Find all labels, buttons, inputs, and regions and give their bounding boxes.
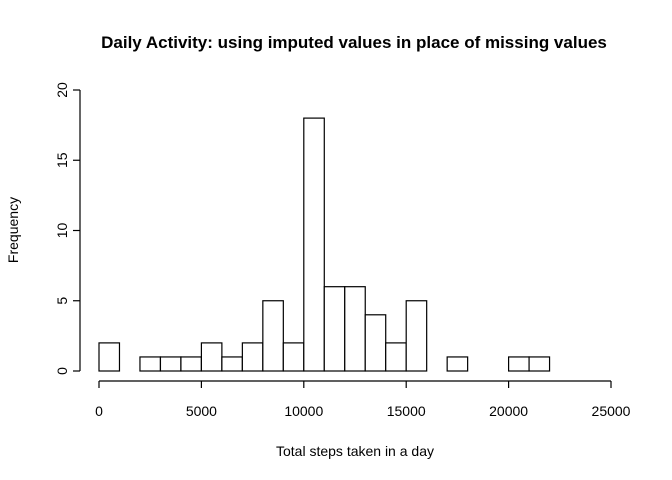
chart-title: Daily Activity: using imputed values in … <box>101 33 607 52</box>
histogram-bar <box>446 356 469 372</box>
histogram-bar <box>508 356 530 372</box>
histogram-bar <box>98 342 121 372</box>
y-axis-label: Frequency <box>5 197 21 263</box>
x-tick-label: 20000 <box>489 403 528 419</box>
x-tick-label: 5000 <box>186 403 217 419</box>
histogram-bar <box>159 356 182 372</box>
x-axis-label: Total steps taken in a day <box>276 443 434 459</box>
x-tick-label: 0 <box>95 403 103 419</box>
x-axis: 0 5000 10000 15000 20000 25000 <box>95 380 631 419</box>
histogram-bar <box>323 286 346 372</box>
histogram-bar <box>241 342 264 372</box>
histogram-bar <box>528 356 551 372</box>
y-tick-label: 0 <box>54 367 70 375</box>
histogram-bar <box>385 342 407 372</box>
histogram-bar <box>364 314 387 372</box>
x-tick-label: 10000 <box>284 403 323 419</box>
x-tick-label: 15000 <box>387 403 426 419</box>
histogram-bar <box>221 356 243 372</box>
y-tick-label: 10 <box>54 223 70 239</box>
histogram-bars <box>98 117 551 372</box>
y-tick-label: 20 <box>54 82 70 98</box>
histogram-bar <box>405 300 428 372</box>
histogram-bar <box>180 356 202 372</box>
x-tick-label: 25000 <box>592 403 631 419</box>
histogram-bar <box>303 117 325 372</box>
histogram-bar <box>139 356 162 372</box>
y-axis: 0 5 10 15 20 <box>54 82 81 375</box>
y-tick-label: 5 <box>54 297 70 305</box>
histogram-bar <box>344 286 366 372</box>
y-tick-label: 15 <box>54 152 70 168</box>
histogram-bar <box>262 300 284 372</box>
histogram-bar <box>200 342 223 372</box>
histogram-bar <box>282 342 305 372</box>
